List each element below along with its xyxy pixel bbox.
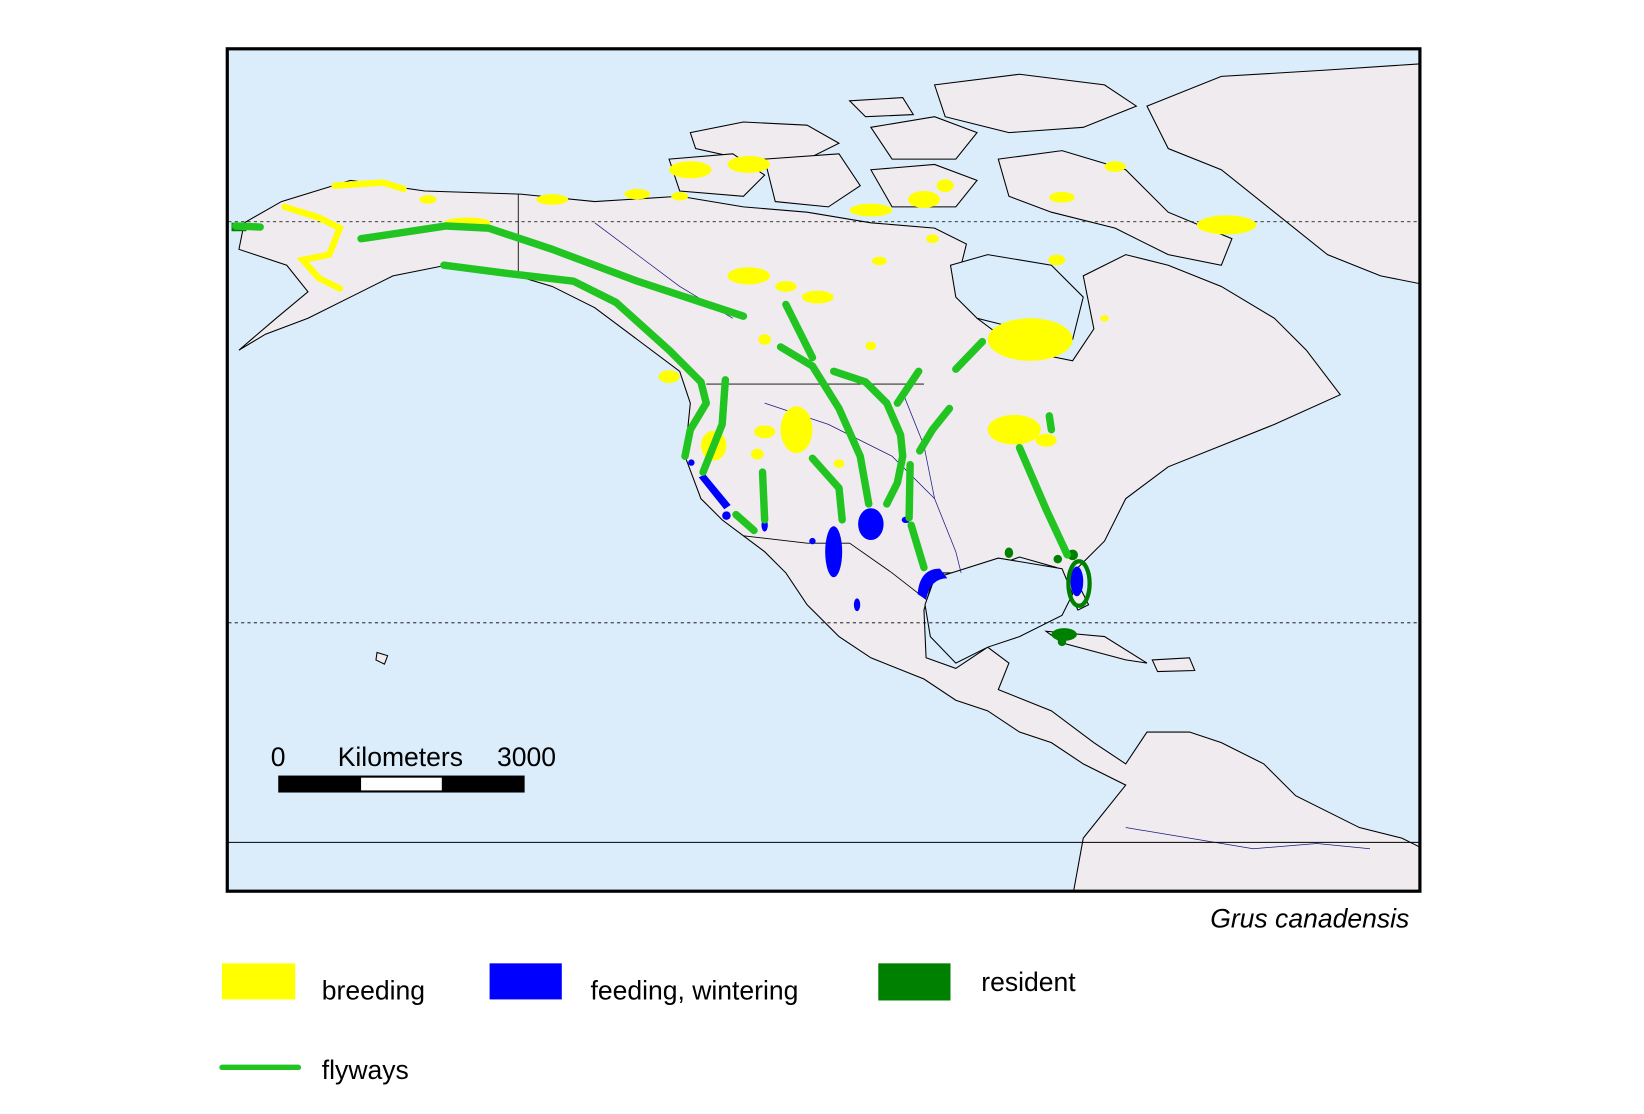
legend-item-wintering: feeding, wintering	[489, 963, 798, 1005]
hispaniola	[1151, 657, 1196, 673]
gulf-of-mexico	[924, 557, 1074, 664]
us-mexico-border	[743, 535, 927, 600]
legend-item-breeding: breeding	[221, 963, 425, 1005]
legend-item-flyways: flyways	[219, 1055, 409, 1085]
legend-item-resident: resident	[878, 963, 1076, 1001]
map-frame	[225, 47, 1422, 893]
wintering-swatch	[489, 963, 562, 1000]
flyways	[232, 222, 1072, 572]
legend: breeding feeding, wintering resident fly…	[219, 963, 1076, 1085]
resident-swatch	[878, 963, 951, 1001]
breeding-swatch	[221, 963, 296, 1000]
legend-label: feeding, wintering	[590, 975, 798, 1005]
hawaii	[375, 651, 389, 665]
legend-label: breeding	[322, 975, 425, 1005]
map-panel: 0 Kilometers 3000	[225, 47, 1422, 893]
scale-bar-white	[361, 777, 442, 791]
breeding-areas	[281, 155, 1257, 468]
amazon-river	[1125, 827, 1371, 850]
greenland	[1146, 63, 1419, 285]
scale-end-label: 3000	[497, 742, 556, 772]
species-label: Grus canadensis	[1210, 903, 1409, 933]
resident-areas	[231, 222, 1092, 647]
scale-bar: 0 Kilometers 3000	[271, 742, 556, 793]
wintering-areas	[688, 459, 1084, 612]
legend-label: resident	[981, 967, 1076, 997]
scale-start-label: 0	[271, 742, 286, 772]
scale-unit-label: Kilometers	[338, 742, 463, 772]
legend-label: flyways	[322, 1055, 409, 1085]
